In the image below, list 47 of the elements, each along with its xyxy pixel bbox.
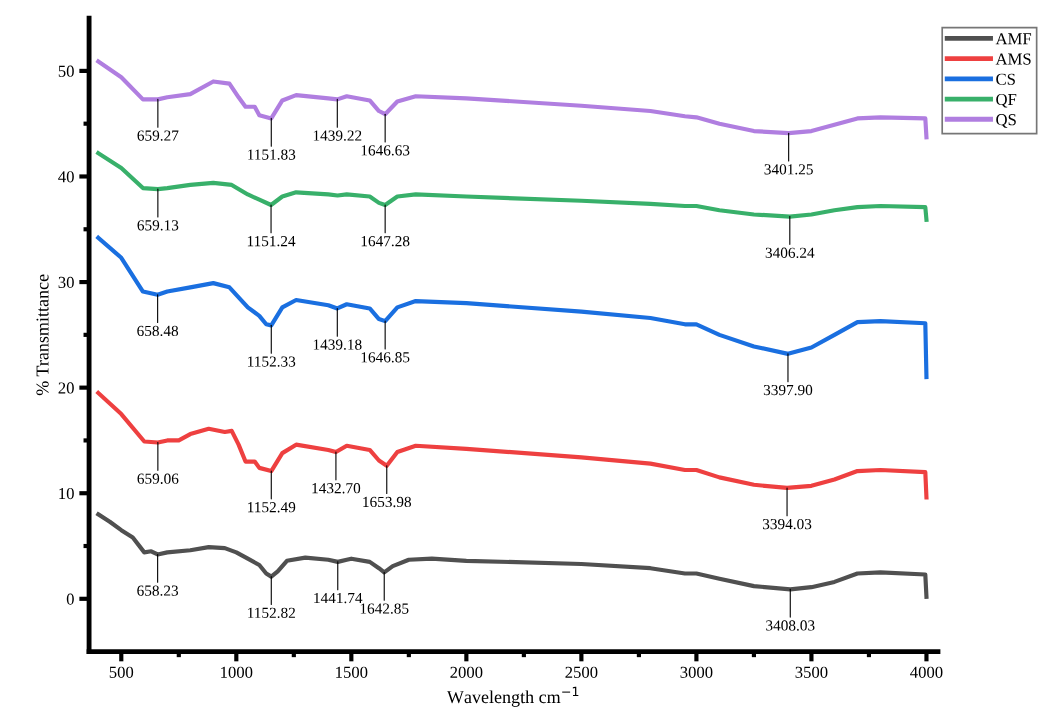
y-tick-label: 10 xyxy=(59,487,74,500)
annotation: 1642.85 xyxy=(360,603,409,614)
x-tick-label: 3000 xyxy=(680,666,713,678)
y-axis-title: % Transmittance xyxy=(36,274,49,396)
x-axis-title: Wavelength cm$^{−1}$ xyxy=(446,686,579,707)
y-tick-label: 20 xyxy=(58,382,74,394)
x-tick-label: 1000 xyxy=(221,666,253,678)
annotation: 1441.74 xyxy=(314,592,363,604)
annotation: 1432.70 xyxy=(312,483,361,494)
annotation: 1439.18 xyxy=(313,339,362,350)
annotation: 3394.03 xyxy=(762,518,812,530)
annotation: 1653.98 xyxy=(363,496,412,508)
x-tick-label: 4000 xyxy=(910,666,943,678)
annotation: 659.13 xyxy=(137,220,179,231)
x-tick-label: 2500 xyxy=(565,666,598,678)
annotation: 3397.90 xyxy=(763,384,813,396)
legend-label: AMF xyxy=(995,33,1032,45)
annotation: 1151.83 xyxy=(248,149,296,160)
x-tick-label: 500 xyxy=(109,666,134,678)
y-tick-label: 40 xyxy=(58,171,74,183)
annotation: 3401.25 xyxy=(764,164,813,175)
y-tick-label: 0 xyxy=(66,593,74,605)
annotation: 659.06 xyxy=(137,473,179,484)
y-tick-label: 30 xyxy=(58,276,74,288)
annotation: 659.27 xyxy=(137,130,179,141)
annotation: 1152.82 xyxy=(248,607,295,619)
legend-label: QF xyxy=(996,93,1017,108)
x-tick-label: 2000 xyxy=(450,666,483,678)
line-series xyxy=(96,235,929,380)
annotation: 1152.49 xyxy=(248,502,296,513)
legend-label: AMS xyxy=(995,53,1031,65)
annotation: 658.48 xyxy=(137,325,179,337)
annotation: 1646.63 xyxy=(361,145,410,156)
annotation: 658.23 xyxy=(137,585,179,596)
y-tick-label: 50 xyxy=(58,65,74,77)
annotation: 1152.33 xyxy=(248,356,296,367)
annotation: 1151.24 xyxy=(247,236,296,247)
line-series xyxy=(96,59,929,140)
legend-label: QS xyxy=(996,114,1016,128)
x-tick-label: 1500 xyxy=(336,666,368,678)
annotation: 1647.28 xyxy=(361,235,410,247)
legend-label: CS xyxy=(996,73,1015,85)
annotation: 1646.85 xyxy=(361,352,410,363)
annotation: 3408.03 xyxy=(766,620,815,631)
annotation: 3406.24 xyxy=(765,247,815,258)
annotation: 1439.22 xyxy=(313,130,362,141)
x-tick-label: 3500 xyxy=(795,666,828,678)
